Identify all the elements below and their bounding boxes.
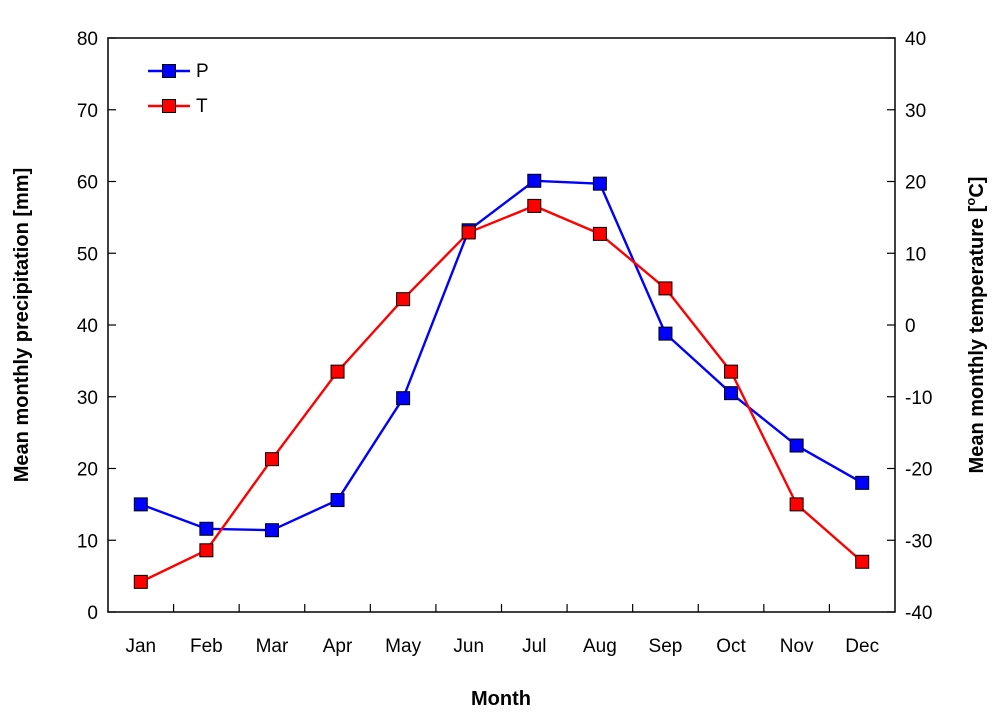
data-point-P [855, 475, 870, 490]
right-axis-title-prefix: Mean monthly temperature [ [966, 205, 988, 473]
data-point-P [724, 386, 739, 401]
left-tick-label: 80 [77, 29, 98, 50]
data-point-T [199, 543, 214, 558]
data-point-P [264, 523, 279, 538]
right-tick-label: -40 [905, 603, 932, 624]
left-tick-label: 10 [77, 531, 98, 552]
data-point-T [461, 225, 476, 240]
x-tick-label: Jan [125, 636, 156, 657]
data-point-T [592, 226, 607, 241]
data-point-T [527, 198, 542, 213]
x-tick-label: Jul [522, 636, 546, 657]
series-line-T [140, 204, 863, 583]
left-tick-label: 60 [77, 173, 98, 194]
left-tick-label: 30 [77, 388, 98, 409]
right-axis-ticks: -40 -30 -20 -10 0 10 20 30 40 [887, 29, 932, 624]
right-axis-title-suffix: C] [966, 177, 988, 198]
x-tick-label: Feb [190, 636, 223, 657]
right-tick-label: -30 [905, 531, 932, 552]
x-tick-label: Aug [583, 636, 617, 657]
right-axis-title-degree: o [963, 198, 978, 206]
data-point-T [724, 364, 739, 379]
x-tick-label: Mar [256, 636, 289, 657]
right-tick-label: 30 [905, 101, 926, 122]
data-point-P [396, 391, 411, 406]
data-point-T [658, 281, 673, 296]
legend: PT [148, 61, 209, 117]
series-line-P [140, 179, 863, 532]
legend-marker [162, 64, 176, 78]
left-axis-ticks: 0 10 20 30 40 50 60 70 80 [77, 29, 116, 624]
x-tick-label: Dec [845, 636, 879, 657]
x-tick-label: Oct [716, 636, 746, 657]
legend-entry-P: P [148, 61, 209, 82]
data-point-P [658, 326, 673, 341]
data-point-P [199, 521, 214, 536]
right-tick-label: 20 [905, 173, 926, 194]
x-tick-label: Nov [780, 636, 814, 657]
left-tick-label: 40 [77, 316, 98, 337]
series-layer [133, 173, 870, 589]
data-point-P [330, 493, 345, 508]
x-tick-label: Jun [453, 636, 484, 657]
x-axis-ticks: Jan Feb Mar Apr May Jun Jul Aug Sep Oct Nov Dec [125, 604, 879, 657]
right-axis-title: Mean monthly temperature [oC] [963, 177, 988, 474]
x-tick-label: Sep [649, 636, 683, 657]
plot-frame [107, 37, 896, 613]
left-tick-label: 0 [87, 603, 98, 624]
left-tick-label: 20 [77, 460, 98, 481]
series-T [133, 198, 870, 589]
data-point-T [396, 292, 411, 307]
data-point-T [330, 364, 345, 379]
x-tick-label: May [385, 636, 421, 657]
data-point-T [133, 574, 148, 589]
x-tick-label: Apr [323, 636, 353, 657]
series-P [133, 173, 870, 538]
right-tick-label: 10 [905, 244, 926, 265]
legend-marker [162, 99, 176, 113]
right-tick-label: 0 [905, 316, 916, 337]
data-point-T [855, 554, 870, 569]
data-point-P [133, 497, 148, 512]
x-axis-title: Month [471, 688, 531, 710]
left-tick-label: 70 [77, 101, 98, 122]
data-point-P [789, 438, 804, 453]
data-point-T [264, 452, 279, 467]
legend-label: T [196, 96, 208, 117]
data-point-P [592, 176, 607, 191]
legend-entry-T: T [148, 96, 208, 117]
right-tick-label: 40 [905, 29, 926, 50]
legend-label: P [196, 61, 209, 82]
left-tick-label: 50 [77, 244, 98, 265]
data-point-P [527, 173, 542, 188]
right-tick-label: -10 [905, 388, 932, 409]
right-tick-label: -20 [905, 460, 932, 481]
data-point-T [789, 497, 804, 512]
left-axis-title: Mean monthly precipitation [mm] [11, 168, 33, 482]
